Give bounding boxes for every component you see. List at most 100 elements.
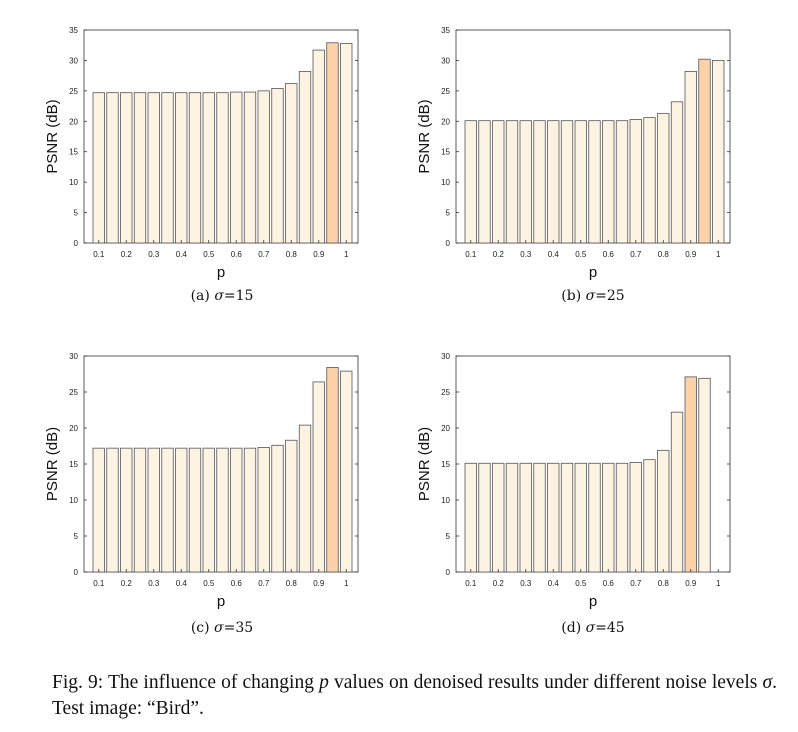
bar — [602, 462, 615, 573]
subcaption-symbol: σ — [214, 288, 224, 304]
x-tick-label: 0.4 — [548, 250, 560, 259]
y-tick-label: 30 — [441, 56, 450, 65]
bar — [643, 459, 656, 573]
bar — [340, 370, 353, 573]
bar — [670, 101, 684, 244]
x-tick-label: 1 — [716, 579, 721, 588]
bar — [202, 447, 215, 573]
bar — [560, 462, 574, 573]
bar — [698, 377, 711, 573]
subcaption-value: =25 — [595, 288, 625, 304]
bar — [602, 120, 615, 244]
bar — [230, 91, 243, 244]
y-tick-label: 20 — [69, 424, 78, 433]
x-tick-label: 0.1 — [93, 250, 105, 259]
bar — [698, 58, 711, 244]
bar — [657, 112, 670, 244]
bar — [285, 439, 298, 573]
y-axis-label: PSNR (dB) — [416, 427, 433, 501]
x-tick-label: 0.8 — [658, 579, 670, 588]
bar — [519, 120, 532, 244]
y-tick-label: 35 — [441, 26, 450, 35]
y-tick-label: 25 — [69, 388, 78, 397]
y-tick-label: 0 — [446, 239, 451, 248]
subcaption-label: (c) — [191, 620, 214, 636]
bar — [670, 411, 684, 573]
subcaption: (d) σ=45 — [561, 620, 624, 636]
y-tick-label: 30 — [69, 352, 78, 361]
bar — [478, 120, 491, 244]
x-tick-label: 0.6 — [231, 579, 243, 588]
bar — [588, 462, 601, 573]
bar — [120, 92, 133, 244]
bar — [464, 462, 477, 573]
bar — [298, 424, 312, 573]
x-tick-label: 0.5 — [203, 579, 215, 588]
chart-panel-a: 0 5 10 15 20 25 30 35 0.1 0.2 0.3 0.4 0.5 0.6 0.7 0.8 0.… — [44, 26, 359, 304]
x-tick-label: 0.1 — [465, 579, 477, 588]
x-tick-label: 0.7 — [258, 579, 270, 588]
bar — [326, 367, 339, 573]
x-tick-label: 0.7 — [258, 250, 270, 259]
x-tick-label: 0.5 — [203, 250, 215, 259]
bar — [216, 447, 229, 573]
caption-var-sigma: σ — [762, 672, 773, 693]
x-tick-label: 0.9 — [685, 250, 697, 259]
subcaption: (a) σ=15 — [191, 288, 254, 304]
bar — [271, 88, 284, 244]
bar — [285, 83, 298, 244]
x-tick-label: 1 — [716, 250, 721, 259]
bar — [326, 42, 339, 244]
x-tick-label: 1 — [344, 250, 349, 259]
y-axis-label: PSNR (dB) — [44, 427, 61, 501]
subcaption-value: =15 — [224, 288, 254, 304]
bar — [175, 92, 188, 244]
chart-panel-b: 0 5 10 15 20 25 30 35 0.1 0.2 0.3 0.4 0.5 0.6 0.7 0.8 0.… — [416, 26, 731, 304]
bar — [574, 462, 587, 573]
x-tick-label: 0.8 — [286, 579, 298, 588]
bar — [257, 447, 270, 573]
bar — [615, 462, 629, 573]
x-tick-label: 1 — [344, 579, 349, 588]
y-tick-label: 10 — [69, 496, 78, 505]
bar — [257, 90, 270, 244]
bar — [92, 92, 105, 244]
y-tick-label: 0 — [74, 568, 79, 577]
caption-var-p: p — [319, 672, 329, 693]
y-axis-label: PSNR (dB) — [416, 99, 433, 173]
y-tick-label: 15 — [441, 460, 450, 469]
bar — [492, 462, 505, 573]
y-tick-label: 25 — [441, 87, 450, 96]
y-tick-label: 20 — [69, 117, 78, 126]
y-tick-label: 0 — [446, 568, 451, 577]
bar — [588, 120, 601, 244]
bar — [188, 447, 202, 573]
bar — [629, 462, 642, 573]
bar — [505, 120, 519, 244]
y-axis-label: PSNR (dB) — [44, 99, 61, 173]
bar — [643, 117, 656, 244]
bar — [712, 60, 725, 244]
bar — [147, 447, 160, 573]
bar — [574, 120, 587, 244]
bar — [519, 462, 532, 573]
y-tick-label: 5 — [446, 209, 451, 218]
x-tick-label: 0.2 — [121, 579, 133, 588]
subcaption-value: =35 — [224, 620, 254, 636]
y-tick-label: 10 — [441, 178, 450, 187]
bar — [271, 444, 284, 573]
y-tick-label: 0 — [74, 239, 79, 248]
bar — [175, 447, 188, 573]
y-tick-label: 15 — [441, 148, 450, 157]
bar — [478, 462, 491, 573]
x-tick-label: 0.1 — [93, 579, 105, 588]
bar — [505, 462, 519, 573]
x-axis-label: p — [217, 264, 225, 281]
x-tick-label: 0.4 — [548, 579, 560, 588]
chart-panel-d: 0 5 10 15 20 25 30 0.1 0.2 0.3 0.4 0.5 0.6 0.7 0.8 0.9 1… — [416, 352, 731, 636]
x-tick-label: 0.9 — [313, 250, 325, 259]
y-tick-label: 5 — [74, 532, 79, 541]
x-tick-label: 0.8 — [658, 250, 670, 259]
x-axis-label: p — [217, 593, 225, 610]
